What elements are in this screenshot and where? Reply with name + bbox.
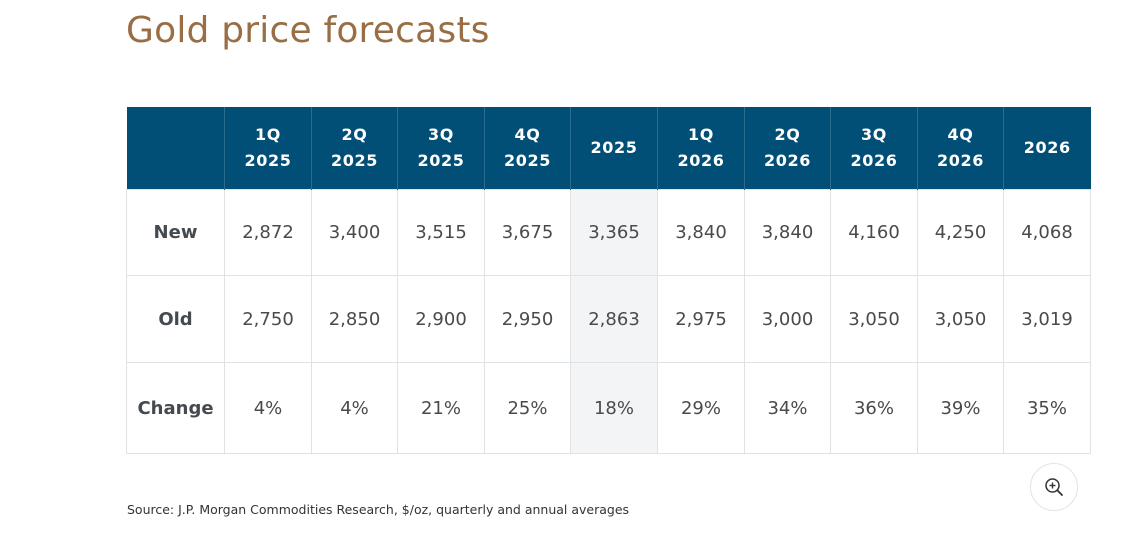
column-header-label: 2025 <box>331 151 378 170</box>
table-cell: 4,250 <box>917 189 1004 276</box>
table-cell: 3,840 <box>657 189 745 276</box>
column-header-label: 3Q <box>428 125 454 144</box>
column-header: 3Q 2026 <box>830 107 918 190</box>
row-label: Old <box>126 275 225 363</box>
column-header-label: 1Q <box>255 125 281 144</box>
table-cell: 35% <box>1003 362 1091 454</box>
table-cell: 2,863 <box>570 275 658 363</box>
table-cell: 2,850 <box>311 275 398 363</box>
row-label: New <box>126 189 225 276</box>
table-cell: 2,872 <box>224 189 312 276</box>
table-cell: 29% <box>657 362 745 454</box>
table-cell: 4% <box>311 362 398 454</box>
table-cell: 2,750 <box>224 275 312 363</box>
table-cell: 3,050 <box>830 275 918 363</box>
table-body: New 2,872 3,400 3,515 3,675 3,365 3,840 3,840 4,… <box>126 189 1091 454</box>
table-cell: 25% <box>484 362 571 454</box>
column-header-label: 2Q <box>774 125 801 144</box>
column-header-label: 2025 <box>504 151 551 170</box>
table-cell: 4% <box>224 362 312 454</box>
column-header: 2026 <box>1003 107 1091 190</box>
table-cell: 3,400 <box>311 189 398 276</box>
column-header: 2025 <box>570 107 658 190</box>
zoom-in-icon <box>1045 478 1063 496</box>
column-header-label: 2026 <box>850 151 898 170</box>
column-header-label: 2026 <box>764 151 811 170</box>
column-header-label: 2025 <box>590 138 638 157</box>
table-cell: 2,950 <box>484 275 571 363</box>
column-header-label: 2026 <box>677 151 725 170</box>
table-cell: 18% <box>570 362 658 454</box>
column-header-label: 2025 <box>244 151 292 170</box>
column-header-label: 1Q <box>688 125 714 144</box>
source-note: Source: J.P. Morgan Commodities Research… <box>127 502 630 517</box>
row-label: Change <box>126 362 225 454</box>
table-row: New 2,872 3,400 3,515 3,675 3,365 3,840 3,840 4,… <box>126 189 1091 276</box>
column-header: 2Q 2025 <box>311 107 398 190</box>
column-header-label: 4Q <box>514 125 541 144</box>
table-cell: 3,019 <box>1003 275 1091 363</box>
table-cell: 2,900 <box>397 275 485 363</box>
table-cell: 39% <box>917 362 1004 454</box>
column-header-label: 2026 <box>1023 138 1071 157</box>
table-cell: 2,975 <box>657 275 745 363</box>
table-cell: 21% <box>397 362 485 454</box>
forecast-table: 1Q 2025 2Q 2025 3Q 2025 4Q 2025 2025 1Q 2026 2Q 2026… <box>126 107 1091 454</box>
column-header: 4Q 2026 <box>917 107 1004 190</box>
table-row: Old 2,750 2,850 2,900 2,950 2,863 2,975 3,000 3,… <box>126 275 1091 363</box>
table-cell: 4,160 <box>830 189 918 276</box>
header-corner-cell <box>126 107 225 190</box>
table-cell: 36% <box>830 362 918 454</box>
column-header-label: 3Q <box>861 125 887 144</box>
table-cell: 3,000 <box>744 275 831 363</box>
zoom-button[interactable] <box>1030 463 1078 511</box>
column-header: 1Q 2026 <box>657 107 745 190</box>
column-header-label: 2026 <box>937 151 984 170</box>
column-header: 2Q 2026 <box>744 107 831 190</box>
table-row: Change 4% 4% 21% 25% 18% 29% 34% 36% 39% 35% <box>126 362 1091 454</box>
table-cell: 3,840 <box>744 189 831 276</box>
column-header: 1Q 2025 <box>224 107 312 190</box>
column-header-label: 4Q <box>947 125 974 144</box>
table-cell: 3,515 <box>397 189 485 276</box>
table-cell: 3,050 <box>917 275 1004 363</box>
table-cell: 3,365 <box>570 189 658 276</box>
table-cell: 3,675 <box>484 189 571 276</box>
column-header-label: 2Q <box>341 125 368 144</box>
column-header-label: 2025 <box>417 151 465 170</box>
table-header-row: 1Q 2025 2Q 2025 3Q 2025 4Q 2025 2025 1Q 2026 2Q 2026… <box>126 107 1091 190</box>
page-title: Gold price forecasts <box>126 10 490 51</box>
table-cell: 34% <box>744 362 831 454</box>
column-header: 3Q 2025 <box>397 107 485 190</box>
table-cell: 4,068 <box>1003 189 1091 276</box>
column-header: 4Q 2025 <box>484 107 571 190</box>
